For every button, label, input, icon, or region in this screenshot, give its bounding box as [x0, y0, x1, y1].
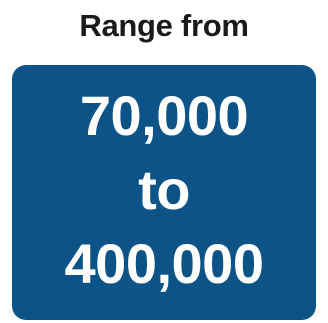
range-card: 70,000 to 400,000 — [12, 65, 316, 320]
range-separator: to — [138, 157, 190, 221]
range-min-value: 70,000 — [79, 83, 249, 147]
range-max-value: 400,000 — [64, 231, 264, 295]
range-heading: Range from — [79, 8, 249, 43]
